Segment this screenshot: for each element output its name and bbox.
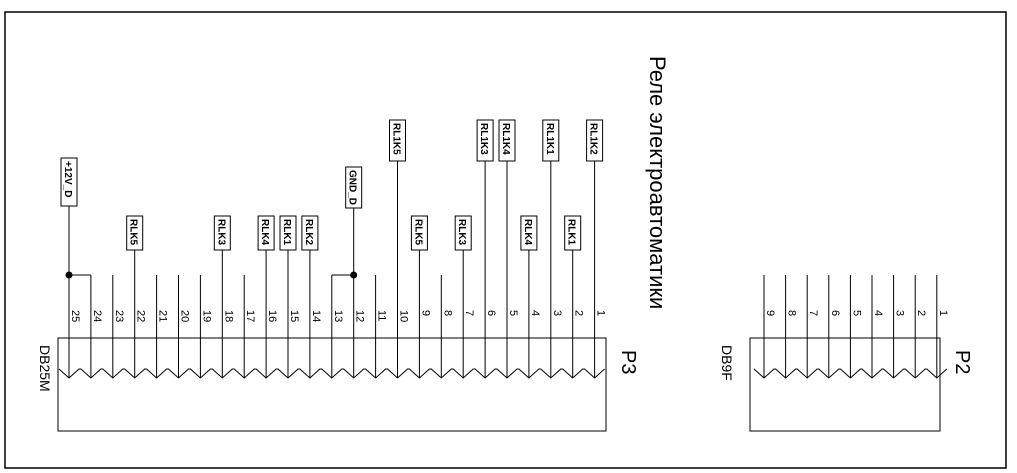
connector-p2: P2 DB9F 9 8 7 6 5 4 3 2 1 — [719, 275, 973, 432]
net-label-box — [542, 119, 560, 162]
net-labels: +12V_D RLK5 RLK3 RLK4 RLK1 RLK2 GND_D RL1K5 RLK5… — [60, 119, 604, 275]
net-label-box — [60, 157, 78, 207]
connector-p2-body — [749, 337, 941, 432]
pin-number: 23 — [113, 310, 125, 322]
net-label-box — [498, 119, 516, 162]
net-label-box — [257, 215, 275, 251]
pin-number: 13 — [332, 310, 344, 322]
net-label-text: RL1K2 — [588, 123, 599, 155]
pin-number: 3 — [894, 310, 906, 316]
wires — [65, 271, 358, 279]
connector-p2-model: DB9F — [719, 345, 735, 381]
net-label-text: RLK5 — [412, 219, 423, 246]
net-label-box — [520, 215, 538, 251]
pin-number: 17 — [244, 310, 256, 322]
pin-number: 18 — [222, 310, 234, 322]
pin-number: 6 — [829, 310, 841, 316]
pin-number: 19 — [200, 310, 212, 322]
pin-number: 10 — [398, 310, 410, 322]
connector-p2-ref: P2 — [951, 350, 973, 374]
pin-number: 9 — [764, 310, 776, 316]
pin-number: 5 — [850, 310, 862, 316]
pin-number: 21 — [157, 310, 169, 322]
pin-number: 20 — [179, 310, 191, 322]
net-label-text: RLK1 — [566, 219, 577, 246]
net-label-text: RLK4 — [259, 219, 270, 246]
net-label-text: RLK1 — [281, 219, 292, 246]
pin-number: 4 — [529, 310, 541, 316]
pin-number: 4 — [872, 310, 884, 316]
net-label-text: RLK4 — [522, 219, 533, 246]
connector-p3: P3 DB25M 25 24 23 22 21 20 19 18 17 16 15 14 13 12 11 1… — [37, 275, 639, 432]
net-label-text: +12V_D — [62, 161, 73, 197]
net-label-box — [564, 215, 582, 251]
net-label-text: RL1K1 — [544, 123, 555, 155]
pin-number: 16 — [266, 310, 278, 322]
net-label-box — [279, 215, 297, 251]
pin-number: 8 — [441, 310, 453, 316]
pin-number: 14 — [310, 310, 322, 322]
net-label-box — [301, 215, 319, 251]
net-label-box — [389, 119, 406, 162]
net-label-text: RLK3 — [456, 219, 467, 246]
net-label-box — [213, 215, 231, 251]
pin-number: 8 — [786, 310, 798, 316]
pin-number: 1 — [937, 310, 949, 316]
net-label-box — [410, 215, 428, 251]
pin-number: 7 — [463, 310, 475, 316]
pin-number: 9 — [419, 310, 431, 316]
pin-number: 15 — [288, 310, 300, 322]
pin-number: 3 — [551, 310, 563, 316]
net-label-text: RL1K5 — [391, 123, 402, 155]
pin-number: 11 — [376, 310, 388, 321]
net-label-text: RLK2 — [303, 219, 314, 246]
net-label-text: GND_D — [347, 170, 358, 205]
connector-p3-ref: P3 — [617, 350, 639, 374]
net-label-text: RL1K3 — [478, 123, 489, 155]
pin-number: 2 — [915, 310, 927, 316]
pin-number: 24 — [91, 310, 103, 322]
diagram-title: Реле электроавтоматики — [645, 56, 670, 309]
net-label-box — [476, 119, 494, 162]
net-label-text: RLK5 — [128, 219, 139, 246]
net-label-box — [586, 119, 604, 162]
pin-number: 5 — [507, 310, 519, 316]
pin-number: 22 — [135, 310, 147, 322]
connector-p3-model: DB25M — [37, 345, 53, 392]
pin-number: 2 — [573, 310, 585, 316]
pin-number: 12 — [354, 310, 366, 322]
net-label-box — [126, 215, 144, 251]
drawing-frame — [4, 11, 1007, 469]
pin-number: 1 — [595, 310, 607, 316]
net-label-text: RLK3 — [215, 219, 226, 246]
pin-number: 25 — [69, 310, 81, 322]
net-label-box — [454, 215, 472, 251]
pin-number: 6 — [485, 310, 497, 316]
pin-number: 7 — [807, 310, 819, 316]
net-label-box — [345, 166, 363, 209]
net-label-text: RL1K4 — [500, 123, 511, 155]
